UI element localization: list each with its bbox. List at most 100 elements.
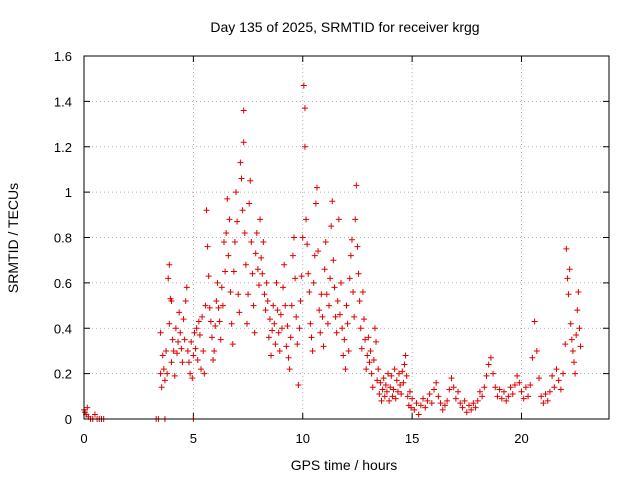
data-point — [356, 298, 363, 305]
data-point — [249, 270, 256, 277]
data-point — [216, 318, 223, 325]
data-point — [184, 347, 191, 354]
data-point — [274, 307, 281, 314]
x-tick-label: 20 — [514, 431, 528, 446]
x-tick-label: 0 — [80, 431, 87, 446]
data-point — [437, 400, 444, 407]
data-point — [264, 298, 271, 305]
data-point — [299, 234, 306, 241]
x-tick-label: 10 — [296, 431, 310, 446]
data-point — [394, 388, 401, 395]
data-point — [375, 366, 382, 373]
data-point — [428, 400, 435, 407]
data-point — [278, 325, 285, 332]
data-point — [511, 381, 518, 388]
data-points — [81, 82, 584, 422]
data-point — [503, 397, 510, 404]
data-point — [168, 359, 175, 366]
data-point — [540, 400, 547, 407]
data-point — [237, 159, 244, 166]
data-point — [260, 239, 267, 246]
data-point — [306, 288, 313, 295]
data-point — [378, 397, 385, 404]
data-point — [367, 347, 374, 354]
data-point — [507, 384, 514, 391]
data-point — [166, 261, 173, 268]
data-point — [288, 302, 295, 309]
data-point — [433, 379, 440, 386]
data-point — [351, 313, 358, 320]
data-point — [340, 352, 347, 359]
data-point — [459, 404, 466, 411]
data-point — [266, 316, 273, 323]
data-point — [383, 388, 390, 395]
data-point — [219, 302, 226, 309]
data-point — [178, 345, 185, 352]
data-point — [235, 291, 242, 298]
data-point — [84, 404, 91, 411]
data-point — [476, 388, 483, 395]
data-point — [327, 275, 334, 282]
data-point — [544, 397, 551, 404]
data-point — [281, 261, 288, 268]
data-point — [245, 291, 252, 298]
data-point — [331, 284, 338, 291]
data-point — [374, 377, 381, 384]
data-point — [352, 216, 359, 223]
data-point — [243, 320, 250, 327]
data-point — [319, 313, 326, 320]
data-point — [300, 82, 307, 89]
data-point — [297, 298, 304, 305]
data-point — [283, 343, 290, 350]
data-point — [179, 359, 186, 366]
data-point — [457, 400, 464, 407]
data-point — [342, 366, 349, 373]
data-point — [398, 391, 405, 398]
data-point — [463, 409, 470, 416]
data-point — [318, 291, 325, 298]
data-point — [373, 338, 380, 345]
data-point — [229, 341, 236, 348]
data-point — [301, 143, 308, 150]
data-point — [551, 384, 558, 391]
data-point — [413, 400, 420, 407]
data-point — [298, 273, 305, 280]
data-point — [312, 200, 319, 207]
data-point — [387, 384, 394, 391]
data-point — [202, 302, 209, 309]
data-point — [542, 391, 549, 398]
chart-title: Day 135 of 2025, SRMTID for receiver krg… — [210, 19, 479, 35]
data-point — [483, 372, 490, 379]
data-point — [208, 334, 215, 341]
data-point — [470, 400, 477, 407]
data-point — [455, 388, 462, 395]
data-point — [177, 329, 184, 336]
data-point — [176, 309, 183, 316]
data-point — [195, 318, 202, 325]
data-point — [474, 397, 481, 404]
data-point — [481, 384, 488, 391]
data-point — [355, 270, 362, 277]
data-point — [366, 359, 373, 366]
data-point — [286, 366, 293, 373]
data-point — [317, 329, 324, 336]
data-point — [516, 379, 523, 386]
data-point — [251, 329, 258, 336]
data-point — [364, 352, 371, 359]
data-point — [292, 275, 299, 282]
data-point — [391, 366, 398, 373]
data-point — [546, 388, 553, 395]
data-point — [393, 377, 400, 384]
data-point — [187, 370, 194, 377]
data-point — [403, 372, 410, 379]
data-point — [529, 354, 536, 361]
data-point — [258, 254, 265, 261]
data-point — [214, 279, 221, 286]
data-point — [441, 402, 448, 409]
data-point — [332, 313, 339, 320]
data-point — [238, 175, 245, 182]
data-point — [236, 309, 243, 316]
data-point — [303, 216, 310, 223]
data-point — [285, 354, 292, 361]
data-point — [248, 239, 255, 246]
